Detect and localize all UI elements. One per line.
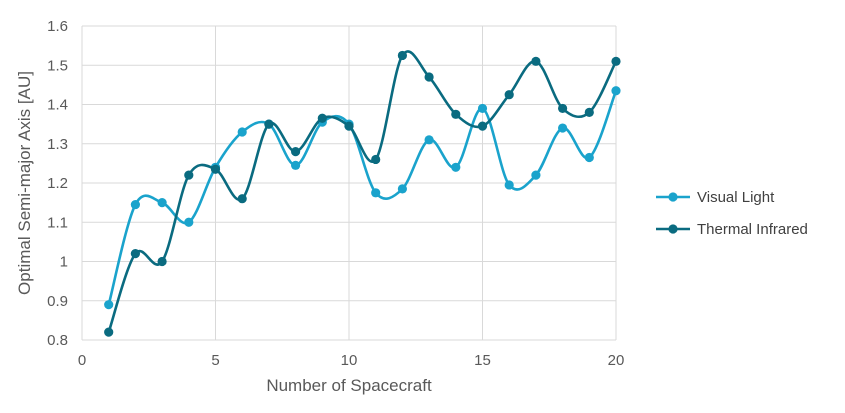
data-point-thermal-infrared xyxy=(157,256,167,267)
y-axis-title: Optimal Semi-major Axis [AU] xyxy=(15,71,34,295)
data-point-visual-light xyxy=(558,123,568,133)
data-point-thermal-infrared xyxy=(371,154,381,165)
data-point-thermal-infrared xyxy=(558,103,568,114)
series-line-thermal-infrared xyxy=(107,50,618,334)
data-point-visual-light xyxy=(451,162,461,172)
y-tick-label: 1.1 xyxy=(47,214,68,231)
y-tick-label: 1.2 xyxy=(47,175,68,192)
data-point-thermal-infrared xyxy=(584,107,594,117)
data-point-thermal-infrared xyxy=(451,109,461,119)
data-point-visual-light xyxy=(584,152,594,163)
data-point-thermal-infrared xyxy=(291,147,301,157)
y-tick-label: 0.9 xyxy=(47,293,68,310)
y-tick-label: 1.4 xyxy=(47,97,68,114)
data-point-thermal-infrared xyxy=(344,121,354,131)
data-point-thermal-infrared xyxy=(611,56,621,66)
data-point-thermal-infrared xyxy=(210,164,221,174)
x-axis-title: Number of Spacecraft xyxy=(266,376,432,395)
data-point-thermal-infrared xyxy=(104,327,114,337)
data-point-thermal-infrared xyxy=(264,119,274,129)
legend-marker-visual-light xyxy=(668,192,678,202)
x-tick-label: 20 xyxy=(608,352,625,369)
legend-label-visual-light: Visual Light xyxy=(697,189,775,206)
data-point-thermal-infrared xyxy=(237,194,247,204)
legend-item-thermal-infrared: Thermal Infrared xyxy=(656,221,808,238)
data-point-visual-light xyxy=(397,184,407,194)
x-tick-label: 15 xyxy=(474,352,491,369)
legend-label-thermal-infrared: Thermal Infrared xyxy=(697,221,808,238)
legend-item-visual-light: Visual Light xyxy=(656,189,775,206)
legend-marker-thermal-infrared xyxy=(668,224,678,234)
data-point-thermal-infrared xyxy=(531,56,541,66)
data-point-visual-light xyxy=(237,127,247,137)
data-point-visual-light xyxy=(424,135,434,145)
gridlines xyxy=(81,25,617,341)
data-point-thermal-infrared xyxy=(477,121,488,131)
data-point-visual-light xyxy=(130,199,140,210)
series-line-visual-light xyxy=(107,89,618,306)
data-point-thermal-infrared xyxy=(130,249,140,259)
data-point-visual-light xyxy=(531,170,541,180)
legend: Visual Light Thermal Infrared xyxy=(656,189,808,238)
data-point-thermal-infrared xyxy=(397,50,407,61)
data-point-visual-light xyxy=(504,180,514,190)
data-point-visual-light xyxy=(184,217,194,227)
data-point-visual-light xyxy=(611,86,621,96)
x-tick-label: 0 xyxy=(78,352,86,369)
y-tick-label: 0.8 xyxy=(47,332,68,349)
y-tick-label: 1.5 xyxy=(47,57,68,74)
data-point-visual-light xyxy=(477,103,488,114)
x-tick-label: 5 xyxy=(211,352,219,369)
data-point-visual-light xyxy=(104,300,114,310)
y-tick-label: 1.3 xyxy=(47,136,68,153)
x-tick-label: 10 xyxy=(341,352,358,369)
y-tick-label: 1 xyxy=(60,254,68,271)
data-point-thermal-infrared xyxy=(504,90,514,100)
data-point-thermal-infrared xyxy=(184,170,194,180)
series-layer xyxy=(104,50,621,337)
series-thermal-infrared xyxy=(104,50,621,337)
data-point-visual-light xyxy=(157,198,167,208)
data-point-thermal-infrared xyxy=(424,72,434,82)
data-point-thermal-infrared xyxy=(317,113,327,123)
tick-labels: 0.8 0.9 1 1.1 1.2 1.3 1.4 1.5 1.6 0 5 10 15 20 xyxy=(47,18,624,369)
y-tick-label: 1.6 xyxy=(47,18,68,35)
data-point-visual-light xyxy=(291,160,301,170)
data-point-visual-light xyxy=(371,188,381,198)
